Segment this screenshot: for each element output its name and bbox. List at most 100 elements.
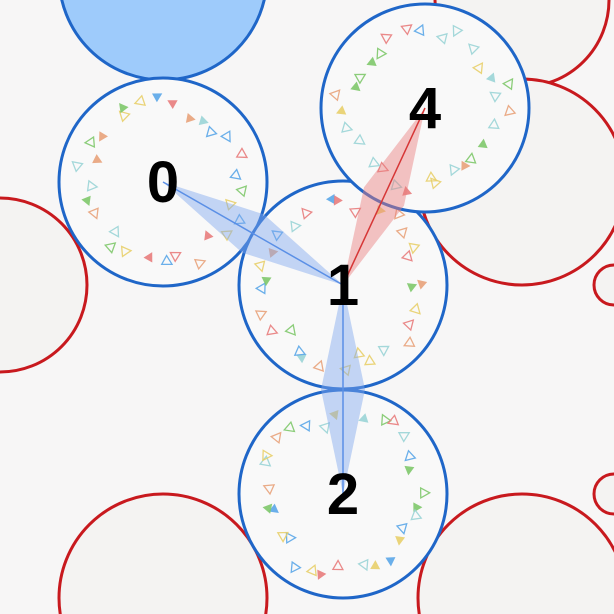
marker-triangle-icon xyxy=(408,242,421,255)
marker-triangle-icon xyxy=(86,179,99,192)
marker-triangle-icon xyxy=(386,414,400,426)
red-cell[interactable] xyxy=(0,196,89,374)
node-label-4: 4 xyxy=(409,76,441,141)
marker-triangle-icon xyxy=(329,409,339,421)
marker-triangle-icon xyxy=(235,147,249,159)
node-label-2: 2 xyxy=(327,462,359,527)
marker-triangle-icon xyxy=(204,230,214,241)
marker-triangle-icon xyxy=(290,220,302,233)
marker-triangle-icon xyxy=(133,94,147,107)
marker-triangle-icon xyxy=(435,32,448,45)
marker-triangle-icon xyxy=(92,154,103,164)
marker-triangle-icon xyxy=(341,121,354,133)
marker-triangle-icon xyxy=(271,230,284,242)
marker-triangle-icon xyxy=(299,419,311,432)
marker-triangle-icon xyxy=(118,110,131,123)
marker-triangle-icon xyxy=(417,279,428,290)
marker-triangle-icon xyxy=(282,420,296,433)
edge-line xyxy=(162,181,344,286)
marker-triangle-icon xyxy=(225,198,238,211)
marker-triangle-icon xyxy=(477,138,488,149)
marker-triangle-icon xyxy=(390,178,403,191)
marker-triangle-icon xyxy=(408,302,421,315)
marker-triangle-icon xyxy=(400,249,413,262)
marker-triangle-icon xyxy=(229,168,242,180)
marker-triangle-icon xyxy=(290,560,302,574)
marker-triangle-icon xyxy=(461,160,471,171)
marker-triangle-icon xyxy=(276,531,289,543)
marker-triangle-icon xyxy=(318,421,331,435)
marker-triangle-icon xyxy=(395,536,406,546)
marker-triangle-icon xyxy=(485,72,496,83)
red-cell[interactable] xyxy=(57,492,269,614)
node-label-1: 1 xyxy=(327,253,359,318)
marker-triangle-icon xyxy=(219,130,231,143)
marker-triangle-icon xyxy=(348,207,362,219)
marker-triangle-icon xyxy=(312,359,325,372)
marker-triangle-icon xyxy=(99,131,108,142)
marker-triangle-icon xyxy=(71,160,84,173)
marker-triangle-icon xyxy=(284,323,297,336)
marker-triangle-icon xyxy=(357,558,369,572)
marker-triangle-icon xyxy=(353,133,366,145)
marker-triangle-icon xyxy=(169,251,182,263)
marker-triangle-icon xyxy=(353,73,367,85)
marker-triangle-icon xyxy=(404,449,417,462)
marker-triangle-icon xyxy=(471,61,484,75)
marker-triangle-icon xyxy=(285,531,297,545)
marker-triangle-icon xyxy=(325,193,335,205)
marker-triangle-icon xyxy=(268,503,279,513)
marker-triangle-icon xyxy=(419,486,432,500)
marker-triangle-icon xyxy=(413,23,425,37)
marker-triangle-icon xyxy=(81,195,91,207)
edge-line xyxy=(342,107,426,286)
marker-triangle-icon xyxy=(376,47,388,60)
marker-triangle-icon xyxy=(363,354,377,366)
marker-triangle-icon xyxy=(402,319,415,332)
marker-triangle-icon xyxy=(358,413,369,423)
red-cell[interactable] xyxy=(592,263,614,307)
filled-cell[interactable] xyxy=(59,0,267,82)
marker-triangle-icon xyxy=(395,522,408,535)
marker-triangle-icon xyxy=(395,227,408,240)
marker-triangle-icon xyxy=(489,91,502,103)
marker-triangle-icon xyxy=(266,323,279,336)
marker-triangle-icon xyxy=(339,364,352,377)
marker-triangle-icon xyxy=(167,100,178,109)
marker-triangle-icon xyxy=(108,225,120,238)
marker-triangle-icon xyxy=(406,283,418,293)
marker-triangle-icon xyxy=(262,449,274,462)
marker-triangle-icon xyxy=(331,559,344,571)
marker-triangle-icon xyxy=(501,77,514,91)
marker-triangle-icon xyxy=(449,163,461,177)
node-label-0: 0 xyxy=(147,150,179,215)
red-cell[interactable] xyxy=(416,492,614,614)
marker-triangle-icon xyxy=(268,247,279,258)
marker-triangle-icon xyxy=(504,104,517,117)
marker-triangle-icon xyxy=(333,195,343,206)
node-labels: 0 1 2 4 xyxy=(147,76,441,527)
marker-triangle-icon xyxy=(381,413,393,427)
marker-triangle-icon xyxy=(301,207,314,220)
marker-triangle-icon xyxy=(193,258,207,271)
marker-triangle-icon xyxy=(198,115,209,126)
red-cell[interactable] xyxy=(592,472,614,516)
marker-triangle-icon xyxy=(205,125,218,138)
marker-triangle-icon xyxy=(336,105,347,115)
marker-triangle-icon xyxy=(380,33,393,45)
marker-triangle-icon xyxy=(376,161,390,173)
marker-triangle-icon xyxy=(83,135,96,149)
marker-triangle-icon xyxy=(233,213,246,225)
edge-lines xyxy=(162,107,426,494)
marker-triangle-icon xyxy=(253,260,266,273)
marker-triangle-icon xyxy=(402,185,413,196)
marker-triangle-icon xyxy=(397,431,411,443)
marker-triangle-icon xyxy=(452,24,464,38)
marker-triangle-icon xyxy=(410,508,423,521)
marker-triangle-icon xyxy=(425,170,438,182)
marker-triangle-icon xyxy=(293,344,307,357)
marker-triangle-icon xyxy=(328,89,341,102)
marker-triangle-icon xyxy=(220,230,233,242)
marker-triangle-icon xyxy=(185,113,196,123)
